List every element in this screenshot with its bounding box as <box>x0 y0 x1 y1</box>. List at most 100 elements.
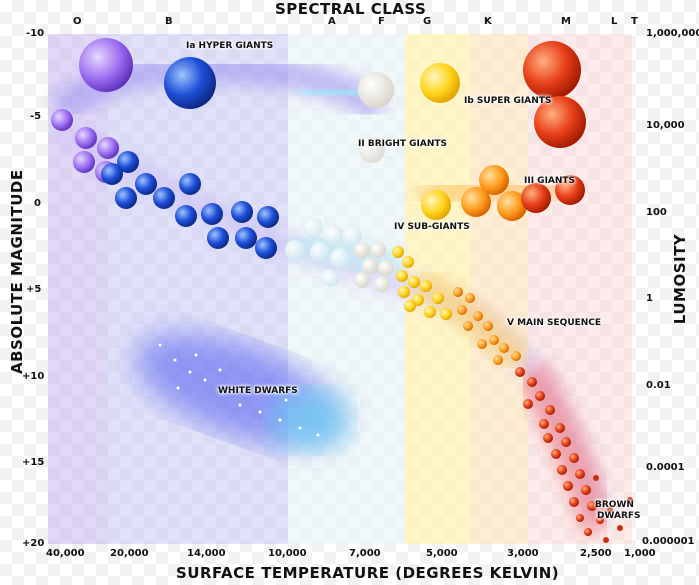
star <box>97 137 119 159</box>
star <box>398 286 410 298</box>
band-b <box>108 34 288 544</box>
luminosity-tick: 1,000,000 <box>646 28 699 39</box>
star <box>303 218 323 238</box>
star <box>584 528 592 536</box>
star <box>321 269 339 287</box>
temperature-tick: 2,500 <box>580 548 612 559</box>
star <box>521 183 551 213</box>
o-type-stars <box>51 38 133 183</box>
star <box>316 433 320 437</box>
label-super-giants: Ib SUPER GIANTS <box>464 96 552 106</box>
temperature-tick: 14,000 <box>187 548 226 559</box>
star <box>543 433 553 443</box>
star <box>231 201 253 223</box>
spectral-class-l: L <box>611 16 618 27</box>
star <box>117 151 139 173</box>
luminosity-tick: 10,000 <box>646 120 685 131</box>
star <box>194 353 198 357</box>
temperature-tick: 40,000 <box>46 548 85 559</box>
star <box>465 293 475 303</box>
star <box>73 151 95 173</box>
star <box>473 311 483 321</box>
star <box>378 260 394 276</box>
star <box>324 225 344 245</box>
temperature-tick: 1,000 <box>624 548 656 559</box>
spectral-class-o: O <box>73 16 82 27</box>
star <box>285 240 305 260</box>
star <box>440 308 452 320</box>
star <box>420 63 460 103</box>
star <box>374 276 390 292</box>
star <box>420 280 432 292</box>
star <box>497 191 527 221</box>
star <box>238 403 242 407</box>
temperature-tick: 20,000 <box>110 548 149 559</box>
temperature-tick: 7,000 <box>349 548 381 559</box>
star <box>284 398 288 402</box>
star <box>421 190 451 220</box>
label-white-dwarfs: WHITE DWARFS <box>218 386 298 396</box>
star <box>593 475 599 481</box>
star <box>310 242 330 262</box>
spectral-class-b: B <box>165 16 173 27</box>
label-hyper-giants: Ia HYPER GIANTS <box>186 41 274 51</box>
star <box>489 335 499 345</box>
star <box>255 237 277 259</box>
star <box>576 514 584 522</box>
star <box>607 507 613 513</box>
star <box>596 516 604 524</box>
star <box>477 339 487 349</box>
star <box>51 109 73 131</box>
label-main-sequence: V MAIN SEQUENCE <box>507 318 602 328</box>
star <box>527 377 537 387</box>
star <box>207 227 229 249</box>
star <box>79 38 133 92</box>
star <box>278 418 282 422</box>
star <box>298 426 302 430</box>
star <box>555 175 585 205</box>
star <box>569 453 579 463</box>
left-axis-title: ABSOLUTE MAGNITUDE <box>8 169 26 374</box>
label-bright-giants: II BRIGHT GIANTS <box>358 139 448 149</box>
star <box>523 41 581 99</box>
star <box>555 423 565 433</box>
star <box>561 437 571 447</box>
star <box>176 386 180 390</box>
top-axis-title: SPECTRAL CLASS <box>275 0 427 18</box>
m-type-stars <box>515 41 633 543</box>
spectral-class-t: T <box>631 16 638 27</box>
star <box>201 203 223 225</box>
star <box>408 276 420 288</box>
label-sub-giants: IV SUB-GIANTS <box>394 222 470 232</box>
star <box>457 305 467 315</box>
star <box>362 258 378 274</box>
star <box>101 163 123 185</box>
star <box>515 367 525 377</box>
band-k <box>470 34 528 544</box>
right-axis-title: LUMOSITY <box>671 233 689 325</box>
magnitude-tick: +20 <box>22 538 45 549</box>
star <box>539 419 549 429</box>
temperature-tick: 3,000 <box>507 548 539 559</box>
a-f-type-stars <box>285 72 394 292</box>
luminosity-tick: 0.000001 <box>642 536 695 547</box>
star <box>461 187 491 217</box>
star <box>453 287 463 297</box>
star <box>617 525 623 531</box>
star <box>235 227 257 249</box>
spectral-class-a: A <box>328 16 336 27</box>
label-brown-dwarfs-1: BROWN <box>595 500 634 510</box>
star <box>164 57 216 109</box>
star <box>330 248 350 268</box>
star <box>179 173 201 195</box>
star <box>354 242 370 258</box>
star <box>404 300 416 312</box>
magnitude-tick: +5 <box>26 284 42 295</box>
star <box>581 485 591 495</box>
star <box>257 206 279 228</box>
k-type-stars <box>453 165 527 365</box>
label-brown-dwarfs-2: DWARFS <box>597 511 641 521</box>
temperature-tick: 5,000 <box>426 548 458 559</box>
star <box>627 497 633 503</box>
